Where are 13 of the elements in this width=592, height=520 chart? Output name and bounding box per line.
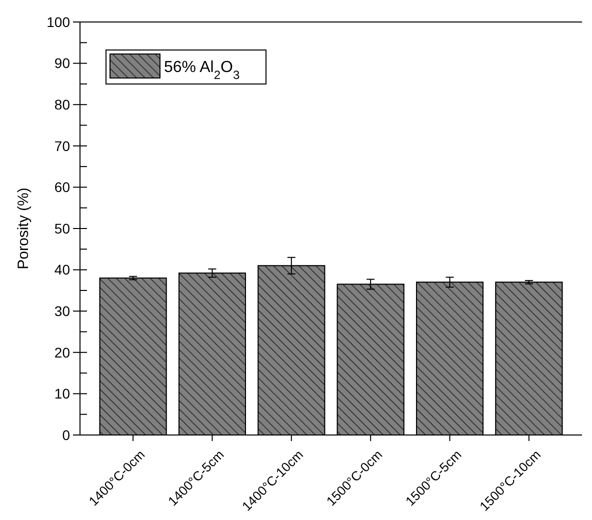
y-tick-label: 90: [54, 55, 70, 72]
y-tick-label: 80: [54, 96, 70, 112]
y-tick-label: 30: [54, 303, 70, 319]
y-tick-label: 60: [54, 179, 70, 196]
y-tick-label: 10: [54, 386, 70, 402]
y-tick-label: 0: [62, 426, 70, 443]
y-tick-label: 40: [54, 262, 70, 278]
y-tick-label: 20: [54, 344, 70, 360]
y-axis-title: Porosity (%): [15, 188, 32, 270]
y-tick-label: 50: [54, 220, 70, 236]
y-tick-label: 70: [54, 138, 70, 154]
legend-label: 56% Al$_{2}$O$_{3}$: [164, 59, 240, 82]
y-tick-label: 100: [46, 14, 70, 30]
